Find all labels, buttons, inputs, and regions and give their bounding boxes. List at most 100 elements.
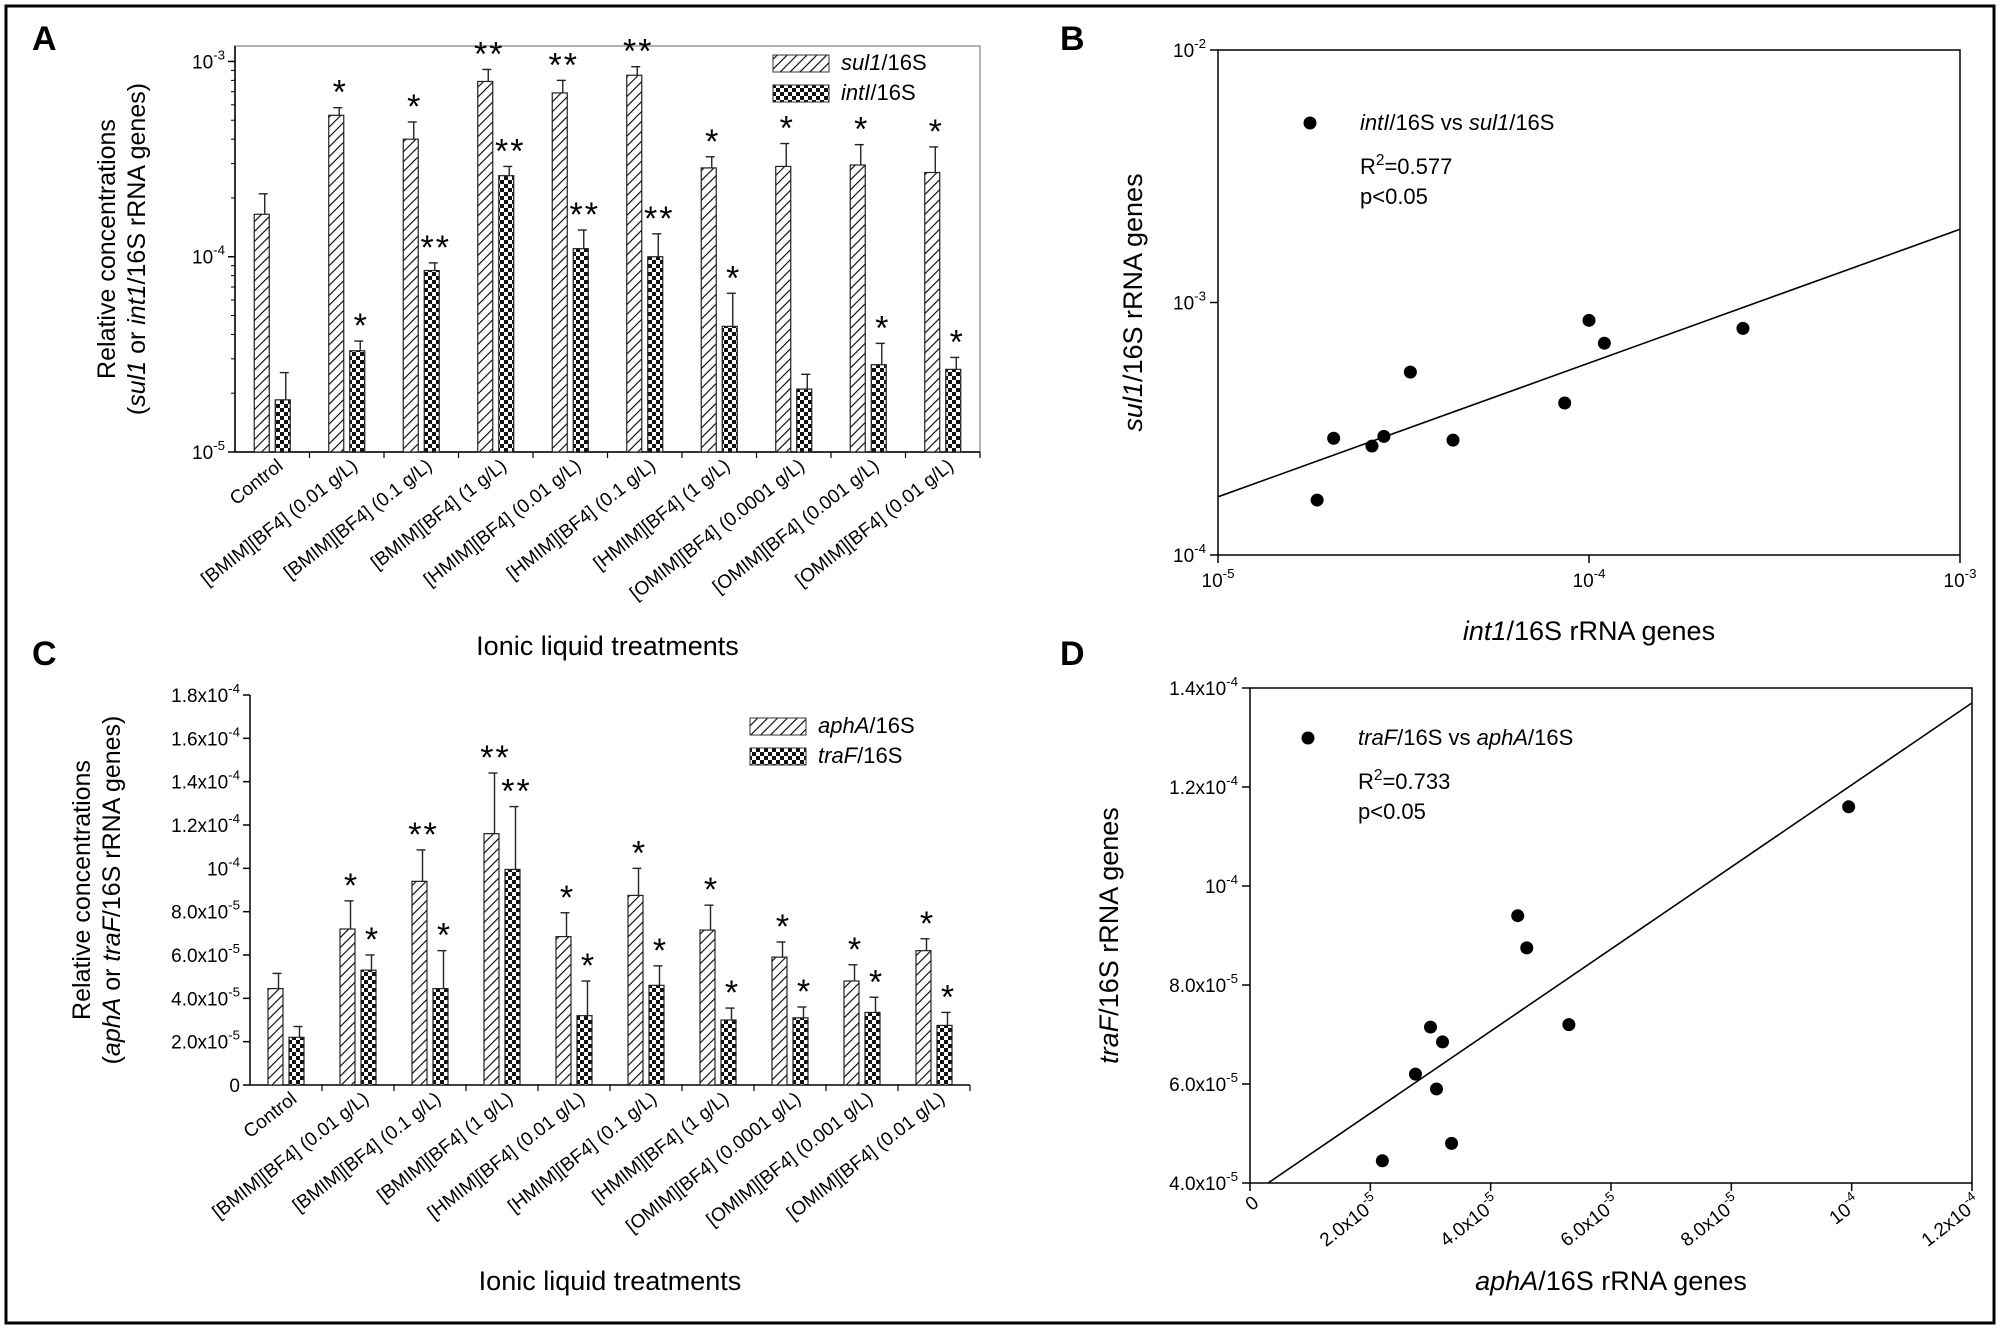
aphA-bar	[555, 935, 572, 1086]
plot-frame	[1249, 687, 1973, 1184]
sul1-bar	[253, 213, 270, 453]
data-point	[1327, 431, 1341, 445]
data-point	[1365, 439, 1379, 453]
y-tick-label: 10-5	[192, 438, 225, 464]
traF-bar	[792, 1017, 809, 1086]
significance-mark: *	[365, 921, 380, 959]
traF-bar	[288, 1036, 305, 1086]
data-point	[1377, 429, 1391, 443]
category-label: Control	[240, 1088, 301, 1142]
category-label: [HMIM][BF4] (1 g/L)	[590, 455, 734, 574]
significance-mark: **	[408, 816, 438, 854]
data-point	[1310, 493, 1324, 507]
sul1-bar	[551, 92, 568, 453]
significance-mark: **	[644, 200, 674, 238]
significance-mark: *	[780, 110, 795, 148]
sul1-bar	[402, 138, 419, 453]
significance-mark: *	[929, 113, 944, 151]
significance-mark: *	[581, 947, 596, 985]
aphA-bar	[339, 928, 356, 1086]
significance-mark: *	[560, 879, 575, 917]
significance-mark: *	[407, 88, 422, 126]
y-tick-label: 10-3	[192, 47, 225, 73]
y-tick-label: 1.8x10-4	[171, 681, 240, 707]
significance-mark: *	[950, 323, 965, 361]
legend-label: intI/16S	[841, 80, 916, 105]
data-point	[1445, 1136, 1459, 1150]
y-axis-title: Relative concentrations	[93, 119, 121, 379]
legend-marker	[1301, 731, 1315, 745]
data-point	[1424, 1020, 1437, 1034]
traF-bar	[648, 984, 665, 1086]
y-tick-label: 1.2x10-4	[171, 811, 240, 837]
traF-bar	[936, 1024, 953, 1086]
y-tick-label: 10-4	[1173, 541, 1206, 567]
data-point	[1582, 313, 1596, 327]
significance-mark: *	[705, 123, 720, 161]
regression-line	[1267, 702, 1973, 1184]
significance-mark: *	[354, 307, 369, 345]
panel-letter-a: A	[32, 20, 57, 58]
legend-label: traF/16S vs aphA/16S	[1358, 725, 1573, 750]
aphA-bar	[771, 956, 788, 1086]
aphA-bar	[915, 950, 932, 1086]
significance-mark: *	[941, 978, 956, 1016]
legend-marker	[1303, 116, 1317, 130]
significance-mark: *	[333, 74, 348, 112]
x-tick-label: 8.0x10-5	[1674, 1188, 1744, 1251]
data-point	[1520, 941, 1534, 955]
sul1-bar	[924, 171, 941, 453]
significance-mark: **	[421, 229, 451, 267]
significance-mark: *	[704, 871, 719, 909]
category-label: Control	[226, 455, 287, 509]
traF-bar	[504, 868, 521, 1086]
y-tick-label: 2.0x10-5	[171, 1028, 240, 1054]
r-squared-label: R2=0.733	[1358, 767, 1450, 794]
intI-bar	[498, 175, 515, 453]
data-point	[1403, 365, 1417, 379]
sul1-bar	[849, 164, 866, 453]
y-tick-label: 10-4	[192, 243, 225, 269]
legend-label: sul1/16S	[841, 50, 927, 75]
significance-mark: **	[549, 46, 579, 84]
aphA-bar	[843, 980, 860, 1086]
intI-bar	[572, 248, 589, 453]
significance-mark: *	[920, 905, 935, 943]
sul1-bar	[626, 74, 643, 453]
data-point	[1408, 1067, 1422, 1081]
significance-mark: *	[875, 309, 890, 347]
y-tick-label: 8.0x10-5	[171, 898, 240, 924]
panel-d-scatter-chart: 0 2.0x10-5 4.0x10-5 6.0x10-5 8.0x10-5 10-4 1.2…	[1094, 674, 1978, 1296]
legend-swatch	[749, 717, 807, 736]
aphA-bar	[267, 987, 284, 1086]
intI-bar	[870, 364, 887, 453]
data-point	[1446, 433, 1460, 447]
y-tick-label: 4.0x10-5	[171, 984, 240, 1010]
x-tick-label: 4.0x10-5	[1433, 1188, 1503, 1251]
x-tick-label: 10-4	[1823, 1188, 1865, 1229]
y-tick-label: 1.2x10-4	[1169, 773, 1238, 799]
sul1-bar	[775, 165, 792, 453]
category-label: [BMIM][BF4] (1 g/L)	[367, 455, 511, 574]
significance-mark: *	[797, 973, 812, 1011]
plot-frame	[1217, 49, 1961, 556]
y-tick-label: 10-4	[207, 854, 240, 880]
significance-mark: *	[869, 963, 884, 1001]
y-tick-label: 0	[229, 1076, 240, 1097]
regression-line	[1217, 228, 1961, 498]
sul1-bar	[328, 114, 345, 453]
significance-mark: **	[570, 196, 600, 234]
intI-bar	[349, 350, 366, 453]
x-axis-title: Ionic liquid treatments	[476, 631, 739, 661]
panel-letter-d: D	[1060, 635, 1085, 673]
legend-swatch	[772, 84, 830, 103]
legend-swatch	[749, 747, 807, 766]
y-tick-label: 10-2	[1173, 36, 1206, 62]
panel-letter-c: C	[32, 635, 57, 673]
p-value-label: p<0.05	[1358, 799, 1426, 824]
y-tick-label: 4.0x10-5	[1169, 1169, 1238, 1195]
aphA-bar	[411, 880, 428, 1086]
data-point	[1562, 1018, 1576, 1032]
p-value-label: p<0.05	[1360, 184, 1428, 209]
